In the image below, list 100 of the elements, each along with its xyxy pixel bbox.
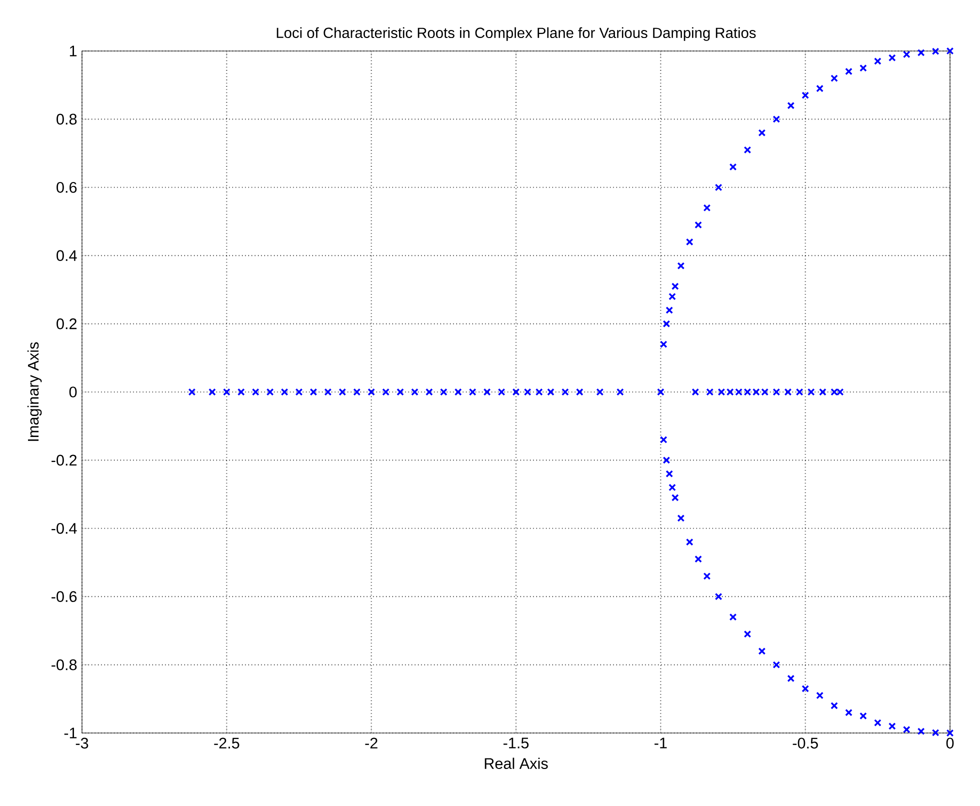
point	[758, 647, 766, 655]
point	[280, 388, 288, 396]
point	[874, 58, 882, 65]
point	[188, 388, 196, 396]
point	[917, 728, 925, 735]
point	[787, 674, 795, 682]
y-tick-label: -0.4	[52, 522, 77, 534]
point	[671, 282, 679, 290]
point	[902, 726, 910, 734]
point	[796, 388, 804, 396]
point	[888, 722, 896, 730]
point	[561, 388, 569, 396]
point	[917, 49, 925, 56]
point	[706, 388, 714, 396]
point	[524, 388, 532, 396]
y-tick-label: 0.2	[56, 318, 77, 330]
x-tick-label: -0.5	[792, 738, 818, 749]
point	[729, 613, 737, 621]
point	[208, 388, 216, 396]
point	[744, 146, 752, 154]
point	[576, 388, 584, 396]
point	[660, 436, 668, 444]
point	[310, 388, 318, 396]
point	[295, 388, 303, 396]
point	[932, 728, 940, 736]
x-axis-title: Real Axis	[484, 758, 548, 769]
point	[656, 388, 664, 396]
point	[353, 388, 361, 396]
point	[222, 388, 230, 396]
x-tick-label: -1	[654, 738, 667, 748]
point	[714, 592, 722, 600]
point	[819, 388, 826, 396]
point	[845, 68, 852, 76]
y-tick-label: 0.8	[56, 114, 77, 125]
point	[666, 306, 674, 314]
x-tick-label: -1.5	[503, 738, 529, 748]
point	[677, 262, 685, 270]
point	[396, 388, 404, 396]
point	[772, 115, 780, 123]
point	[596, 388, 604, 396]
point	[483, 388, 491, 396]
point	[860, 712, 867, 720]
point	[802, 684, 810, 692]
point	[662, 320, 670, 328]
point	[816, 84, 824, 92]
point	[426, 388, 433, 396]
point	[694, 555, 702, 563]
point	[946, 729, 954, 737]
point	[772, 661, 780, 668]
point	[902, 50, 910, 58]
point	[692, 388, 700, 396]
y-tick-label: 0.4	[56, 250, 77, 262]
y-tick-label: -0.6	[52, 591, 77, 602]
point	[744, 630, 752, 638]
point	[324, 388, 332, 396]
point	[668, 484, 676, 492]
point	[535, 388, 543, 396]
point	[888, 54, 896, 62]
x-tick-label: -2	[365, 738, 378, 748]
point	[772, 388, 780, 396]
point	[694, 221, 702, 229]
point	[686, 538, 694, 546]
point	[874, 719, 882, 726]
point	[830, 74, 838, 82]
y-tick-label: 0	[69, 386, 77, 398]
point	[816, 692, 824, 700]
point	[512, 388, 520, 396]
point	[860, 64, 867, 72]
point	[616, 388, 624, 396]
y-tick-label: 0.6	[56, 182, 77, 193]
y-tick-label: -0.8	[52, 659, 77, 670]
point	[807, 388, 815, 396]
point	[338, 388, 346, 396]
point	[677, 514, 685, 522]
point	[802, 92, 810, 100]
point	[686, 238, 694, 246]
chart-title: Loci of Characteristic Roots in Complex Plane for Various Damping Ratios	[276, 27, 756, 41]
point	[703, 204, 711, 212]
point	[498, 388, 506, 396]
y-tick-label: -1	[64, 728, 77, 738]
point	[368, 388, 376, 396]
y-tick-label: 1	[70, 46, 77, 56]
point	[266, 388, 274, 396]
point	[411, 388, 418, 396]
point	[660, 340, 668, 348]
point	[830, 702, 838, 710]
point	[468, 388, 476, 396]
point	[729, 163, 737, 171]
point	[382, 388, 390, 396]
point	[714, 184, 722, 192]
x-tick-label: -2.5	[214, 738, 240, 749]
point	[662, 456, 670, 464]
point	[547, 388, 554, 396]
x-tick-label: -3	[76, 738, 88, 749]
point	[787, 102, 795, 110]
point	[237, 388, 245, 396]
point	[252, 388, 260, 396]
point	[784, 388, 792, 396]
point	[666, 470, 674, 478]
point	[758, 129, 766, 137]
